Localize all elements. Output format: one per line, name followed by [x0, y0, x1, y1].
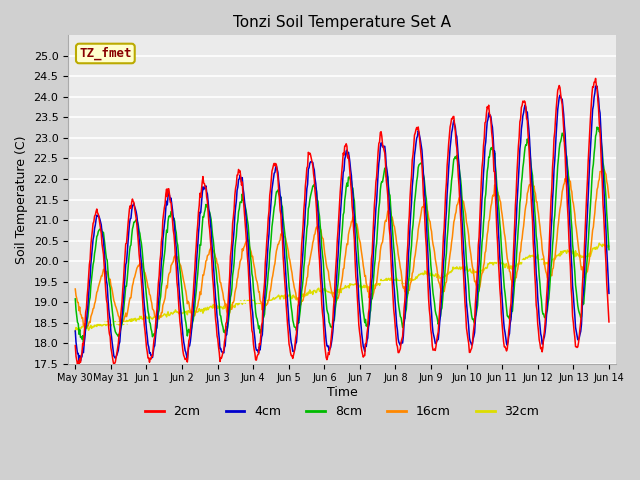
Legend: 2cm, 4cm, 8cm, 16cm, 32cm: 2cm, 4cm, 8cm, 16cm, 32cm — [140, 400, 545, 423]
X-axis label: Time: Time — [327, 386, 358, 399]
Title: Tonzi Soil Temperature Set A: Tonzi Soil Temperature Set A — [233, 15, 451, 30]
Y-axis label: Soil Temperature (C): Soil Temperature (C) — [15, 135, 28, 264]
Text: TZ_fmet: TZ_fmet — [79, 47, 132, 60]
